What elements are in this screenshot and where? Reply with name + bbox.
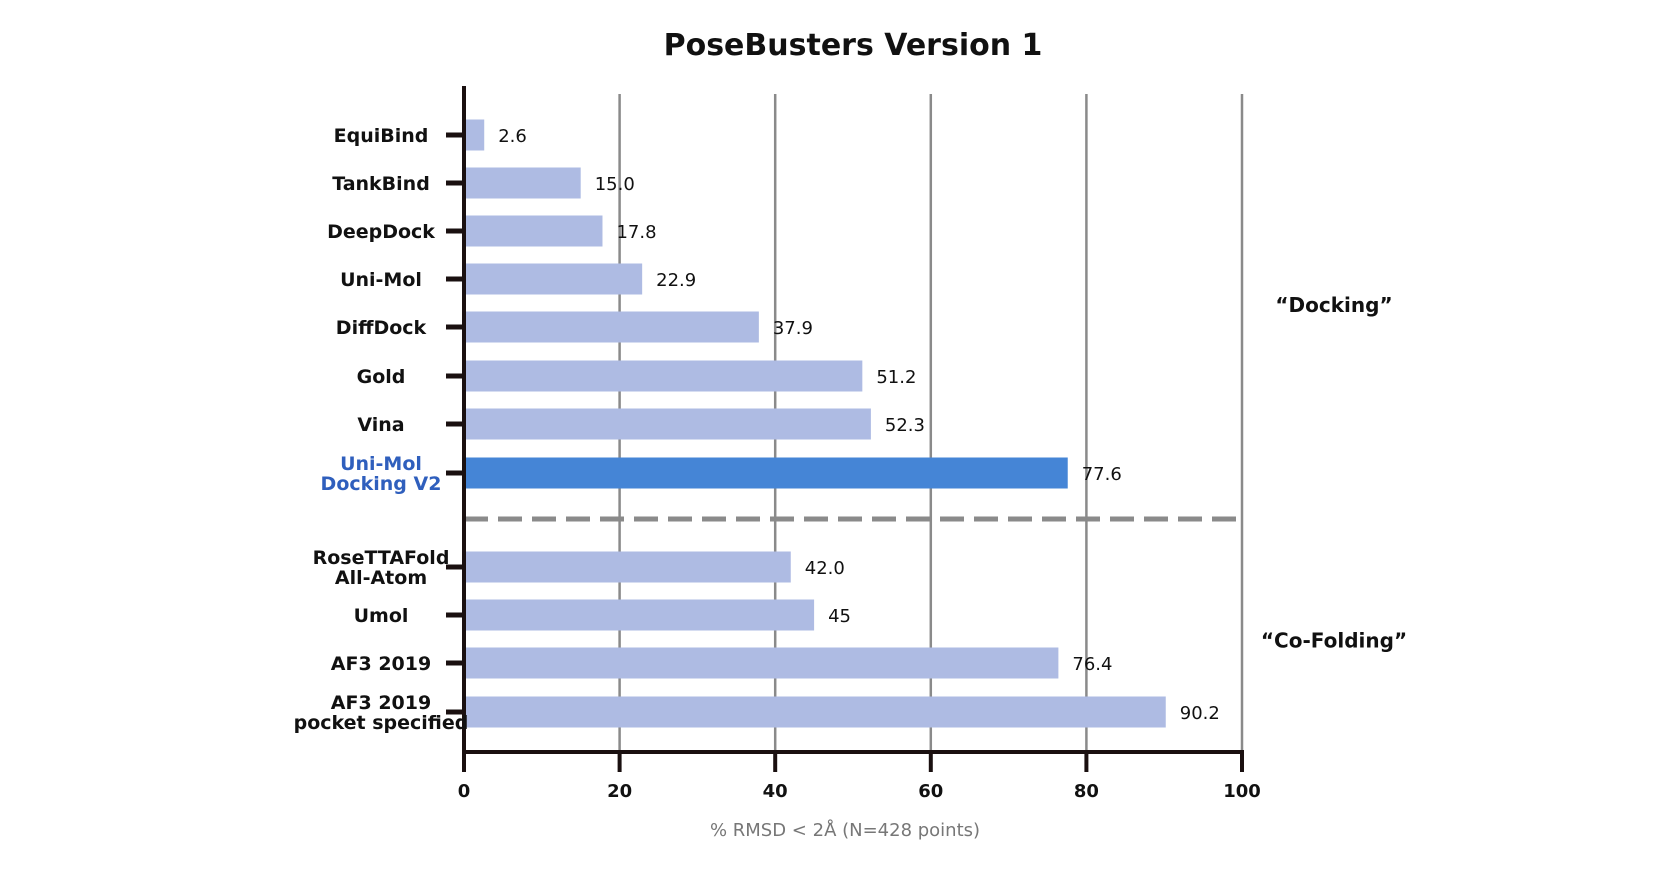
- axes: [446, 86, 1244, 772]
- grid-lines: [618, 94, 1244, 752]
- category-label: Vina: [357, 414, 404, 436]
- category-label: Docking V2: [321, 473, 442, 495]
- value-label: 77.6: [1082, 464, 1122, 485]
- value-label: 76.4: [1072, 654, 1112, 675]
- bar: [466, 408, 871, 440]
- bar: [466, 647, 1059, 679]
- value-label: 17.8: [616, 222, 656, 243]
- value-label: 45: [828, 606, 851, 627]
- bar: [466, 119, 485, 151]
- category-label: All-Atom: [335, 567, 427, 589]
- category-label: RoseTTAFold: [313, 547, 450, 569]
- value-label: 51.2: [876, 367, 916, 388]
- value-label: 37.9: [773, 318, 813, 339]
- category-label: DiffDock: [336, 317, 427, 339]
- x-tick-label: 20: [607, 781, 632, 802]
- group-label: “Co-Folding”: [1261, 629, 1407, 653]
- bar: [466, 215, 603, 247]
- value-label: 42.0: [805, 558, 845, 579]
- value-label: 2.6: [498, 126, 527, 147]
- category-label: TankBind: [332, 173, 430, 195]
- value-label: 22.9: [656, 270, 696, 291]
- bar: [466, 696, 1166, 728]
- category-label: pocket specified: [294, 712, 469, 734]
- x-tick-label: 80: [1074, 781, 1099, 802]
- x-tick-label: 100: [1223, 781, 1261, 802]
- category-label: Gold: [357, 366, 406, 388]
- value-label: 52.3: [885, 415, 925, 436]
- value-label: 90.2: [1180, 703, 1220, 724]
- category-label: AF3 2019: [331, 692, 431, 714]
- labels: 2.6 EquiBind 15.0 TankBind 17.8 DeepDock 22.9 U…: [294, 125, 1407, 802]
- category-label: EquiBind: [334, 125, 429, 147]
- bar: [466, 167, 581, 199]
- chart-title: PoseBusters Version 1: [664, 28, 1043, 63]
- category-label: Umol: [354, 605, 409, 627]
- group-label: “Docking”: [1275, 293, 1392, 317]
- x-tick-label: 40: [763, 781, 788, 802]
- bars: [466, 119, 1166, 728]
- category-label: DeepDock: [327, 221, 435, 243]
- bar: [466, 551, 791, 583]
- bar: [466, 457, 1068, 489]
- bar: [466, 360, 863, 392]
- x-tick-label: 60: [918, 781, 943, 802]
- bar: [466, 599, 815, 631]
- value-label: 15.0: [595, 174, 635, 195]
- category-label: Uni-Mol: [340, 453, 422, 475]
- x-axis-label: % RMSD < 2Å (N=428 points): [710, 819, 980, 841]
- x-tick-label: 0: [458, 781, 471, 802]
- bar: [466, 263, 643, 295]
- bar: [466, 311, 759, 343]
- category-label: Uni-Mol: [340, 269, 422, 291]
- category-label: AF3 2019: [331, 653, 431, 675]
